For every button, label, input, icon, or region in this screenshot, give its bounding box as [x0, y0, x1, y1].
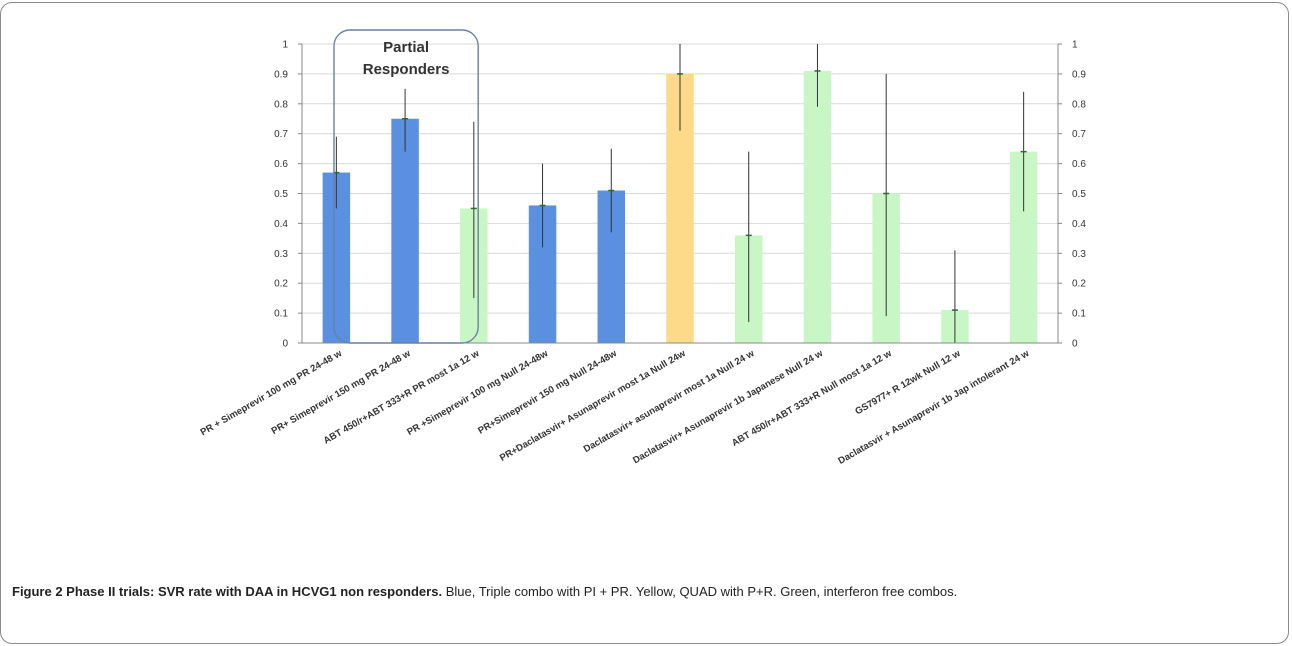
y-tick-label-left: 1	[282, 40, 288, 51]
y-tick-label-left: 0.7	[274, 129, 288, 140]
y-tick-label-left: 0.2	[274, 279, 288, 290]
y-tick-label-left: 0.1	[274, 309, 288, 320]
bar-2	[391, 118, 419, 343]
y-tick-label-right: 0.5	[1072, 189, 1086, 200]
category-label-5: PR+Simeprevir 150 mg Null 24-48w	[476, 348, 619, 437]
y-tick-label-left: 0.8	[274, 99, 288, 110]
caption-text: Blue, Triple combo with PI + PR. Yellow,…	[445, 584, 958, 599]
bar-chart: 0 0 0.1 0.1 0.2 0.2 0.3 0.3 0.4 0.4 0.5 0.5 0.6 0.6 0.…	[199, 29, 1086, 467]
y-tick-label-left: 0.9	[274, 69, 288, 80]
y-tick-label-right: 0.7	[1072, 129, 1086, 140]
bar-8	[803, 70, 832, 343]
y-tick-label-left: 0	[282, 339, 288, 350]
y-tick-label-left: 0.3	[274, 249, 288, 260]
y-tick-label-left: 0.5	[274, 189, 288, 200]
y-tick-label-right: 1	[1072, 40, 1078, 51]
caption-title: Figure 2 Phase II trials: SVR rate with …	[12, 584, 443, 599]
category-label-2: PR+ Simeprevir 150 mg PR 24-48 w	[270, 348, 413, 437]
y-tick-label-right: 0.2	[1072, 279, 1086, 290]
y-tick-label-right: 0.8	[1072, 99, 1086, 110]
y-tick-label-left: 0.6	[274, 159, 288, 170]
category-label-4: PR +Simeprevir 100 mg Null 24-48w	[405, 348, 550, 438]
y-tick-label-right: 0	[1072, 339, 1078, 350]
partial-responders-annotation: Partial Responders	[333, 29, 479, 344]
category-label-1: PR + Simeprevir 100 mg PR 24-48 w	[199, 348, 345, 438]
error-bars	[333, 44, 1027, 343]
category-labels: PR + Simeprevir 100 mg PR 24-48 wPR+ Sim…	[199, 348, 1032, 467]
y-tick-label-right: 0.4	[1072, 219, 1086, 230]
axes: 0 0 0.1 0.1 0.2 0.2 0.3 0.3 0.4 0.4 0.5 0.5 0.6 0.6 0.…	[274, 40, 1086, 350]
annotation-line-1: Partial	[383, 39, 429, 56]
y-tick-label-right: 0.6	[1072, 159, 1086, 170]
y-tick-label-left: 0.4	[274, 219, 288, 230]
figure-caption: Figure 2 Phase II trials: SVR rate with …	[12, 582, 1278, 602]
y-tick-label-right: 0.3	[1072, 249, 1086, 260]
y-tick-label-right: 0.9	[1072, 69, 1086, 80]
y-tick-label-right: 0.1	[1072, 309, 1086, 320]
annotation-line-2: Responders	[363, 61, 450, 78]
annotation-box	[333, 29, 479, 344]
